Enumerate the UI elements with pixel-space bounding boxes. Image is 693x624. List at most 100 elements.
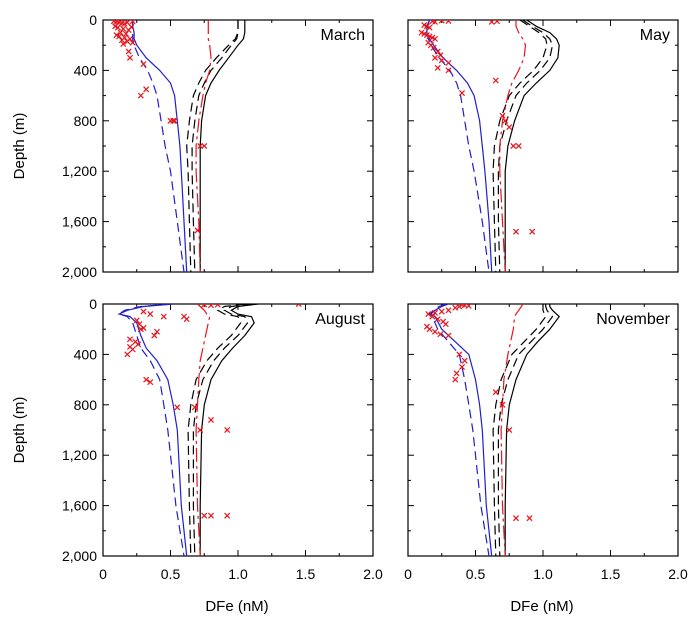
- series-line-blue-dashed: [426, 20, 490, 272]
- observation-point: [118, 37, 125, 44]
- series-line-blue-solid: [426, 20, 493, 272]
- x-tick-label: 2.0: [668, 566, 688, 582]
- observation-point: [197, 426, 204, 434]
- observation-point: [129, 346, 136, 353]
- observation-point: [488, 20, 495, 25]
- observation-point: [431, 35, 439, 42]
- observation-point: [129, 20, 136, 25]
- observation-point: [160, 313, 167, 320]
- observation-point: [207, 512, 215, 519]
- x-tick-label: 0: [404, 566, 412, 582]
- plot-area: [423, 304, 561, 556]
- observation-point: [140, 308, 147, 315]
- observation-point: [122, 30, 129, 37]
- y-axis-title-bottom: Depth (m): [11, 397, 28, 464]
- y-tick-label: 2,000: [62, 264, 97, 280]
- observation-point: [429, 313, 436, 320]
- observation-point: [452, 376, 459, 383]
- plot-frame: [102, 19, 374, 273]
- panel-title: March: [321, 27, 365, 44]
- observation-point: [499, 112, 506, 119]
- observation-point: [151, 332, 158, 339]
- plot-frame: [407, 19, 679, 273]
- observation-point: [434, 316, 441, 323]
- observation-point: [214, 304, 221, 308]
- series-line-black-dashed: [186, 20, 239, 272]
- series-line-black-solid: [504, 20, 560, 272]
- observation-point: [445, 307, 452, 314]
- x-tick-label: 0.5: [466, 566, 486, 582]
- series-line-black-dashed: [191, 20, 239, 272]
- x-tick-label: 0.5: [161, 566, 181, 582]
- observation-point: [153, 328, 161, 335]
- y-tick-label: 2,000: [62, 548, 97, 564]
- observation-point: [461, 304, 468, 309]
- observation-point: [452, 304, 459, 311]
- observation-point: [437, 331, 444, 338]
- series-line-red-dashdot: [195, 20, 212, 272]
- observation-point: [529, 228, 536, 235]
- observation-point: [117, 29, 124, 36]
- observation-point: [224, 512, 231, 519]
- plot-area: [117, 304, 302, 556]
- observation-point: [126, 336, 134, 343]
- observation-point: [183, 316, 190, 323]
- series-line-red-dashdot: [500, 304, 524, 556]
- observation-point: [499, 401, 506, 408]
- y-tick-label: 0: [89, 296, 97, 312]
- panel-title: November: [596, 311, 670, 328]
- series-line-blue-dashed: [428, 304, 490, 556]
- observation-point: [431, 54, 439, 61]
- observation-point: [445, 332, 452, 339]
- observation-point: [224, 426, 231, 434]
- observation-point: [201, 142, 208, 150]
- panel-november: 0 0.5 1.0 1.5 2.0 November: [404, 303, 688, 582]
- observation-point: [147, 379, 154, 386]
- x-tick-label: 0: [99, 566, 107, 582]
- observation-point: [492, 77, 499, 84]
- observation-point: [129, 39, 136, 46]
- x-tick-label: 1.5: [296, 566, 316, 582]
- series-line-blue-dashed: [132, 20, 185, 272]
- observation-point: [140, 61, 147, 68]
- observation-point: [512, 228, 520, 235]
- observation-point: [137, 326, 144, 333]
- observation-point: [147, 311, 154, 318]
- observation-point: [201, 304, 208, 308]
- y-tick-label: 1,200: [62, 447, 97, 463]
- observation-point: [120, 25, 127, 32]
- observation-point: [502, 117, 509, 124]
- observation-point: [431, 309, 439, 316]
- series-line-red-dashdot: [499, 20, 527, 272]
- observation-point: [431, 328, 439, 335]
- x-tick-label: 2.0: [363, 566, 383, 582]
- observation-point: [445, 67, 452, 74]
- observation-point: [458, 363, 466, 371]
- observation-point: [494, 20, 501, 25]
- series-line-black-dashed: [497, 20, 554, 272]
- series-line-black-solid: [199, 20, 246, 272]
- observation-point: [135, 341, 142, 348]
- series-line-blue-solid: [117, 304, 188, 556]
- observation-point: [434, 48, 441, 55]
- observation-point: [442, 321, 449, 328]
- observation-point: [125, 48, 132, 55]
- observation-point: [458, 90, 466, 97]
- observation-point: [295, 304, 302, 308]
- x-axis-title-left: DFe (nM): [205, 598, 268, 615]
- series-line-black-dashed: [492, 20, 548, 272]
- panel-title: August: [315, 311, 365, 328]
- observation-point: [438, 308, 445, 315]
- observation-point: [445, 59, 452, 66]
- y-tick-label: 1,600: [62, 498, 97, 514]
- plot-frame: [407, 303, 679, 557]
- y-tick-label: 800: [74, 113, 98, 129]
- series-line-blue-solid: [132, 20, 188, 272]
- series-line-black-dashed: [187, 304, 245, 556]
- observation-point: [506, 426, 513, 434]
- series-line-red-dashdot: [195, 304, 211, 556]
- observation-point: [128, 23, 135, 30]
- series-line-blue-solid: [429, 304, 493, 556]
- observation-point: [207, 304, 215, 309]
